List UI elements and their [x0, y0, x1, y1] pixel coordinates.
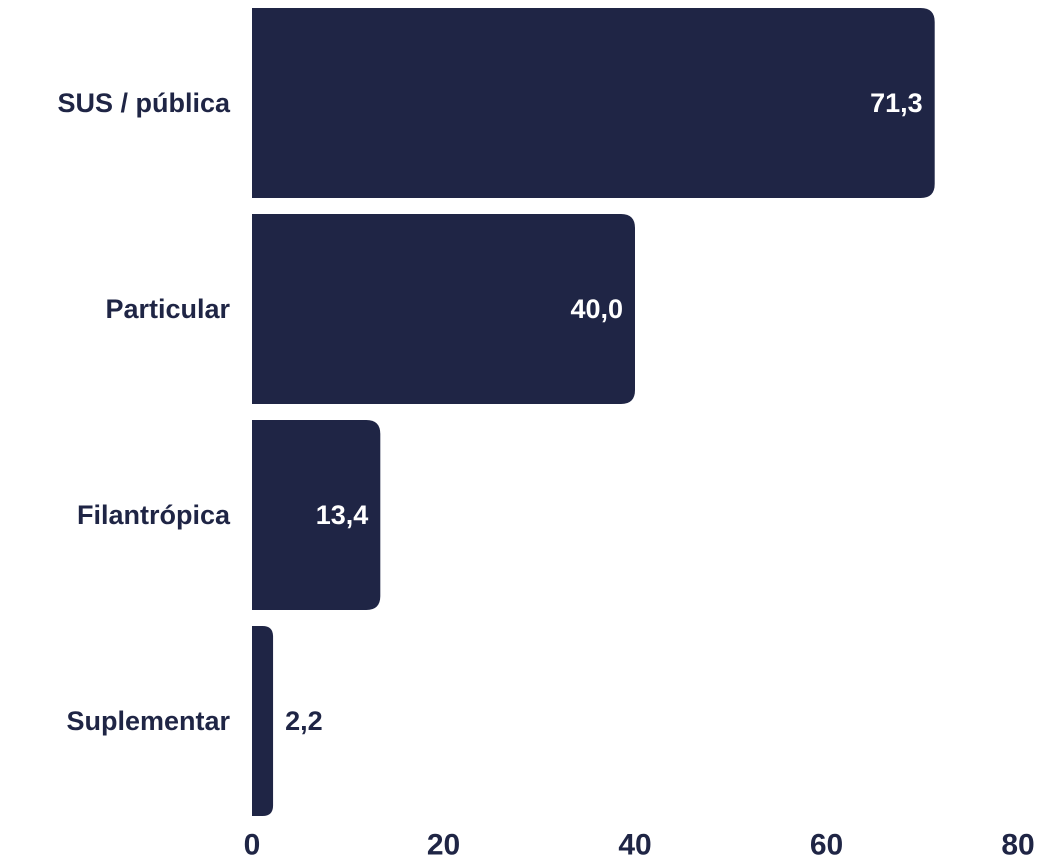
x-tick-label-80: 80	[1001, 829, 1034, 858]
value-label-filantropica: 13,4	[316, 500, 369, 530]
category-labels-group: SUS / pública Particular Filantrópica Suple…	[57, 88, 231, 736]
bar-particular	[252, 214, 635, 404]
x-tick-label-60: 60	[810, 829, 843, 858]
bar-filantropica	[252, 420, 381, 610]
value-label-suplementar: 2,2	[285, 706, 323, 736]
x-axis-ticks-group: 0 20 40 60 80	[244, 829, 1035, 858]
bar-sus-publica	[252, 8, 935, 198]
x-tick-label-20: 20	[427, 829, 460, 858]
x-tick-label-0: 0	[244, 829, 261, 858]
category-label-sus-publica: SUS / pública	[57, 88, 231, 118]
category-label-suplementar: Suplementar	[66, 706, 230, 736]
bar-suplementar	[252, 626, 274, 816]
bars-group	[252, 8, 935, 816]
value-labels-group: 71,3 40,0 13,4 2,2	[285, 88, 923, 736]
x-tick-label-40: 40	[618, 829, 651, 858]
category-label-filantropica: Filantrópica	[77, 500, 231, 530]
value-label-sus-publica: 71,3	[870, 88, 923, 118]
category-label-particular: Particular	[105, 294, 230, 324]
value-label-particular: 40,0	[570, 294, 623, 324]
